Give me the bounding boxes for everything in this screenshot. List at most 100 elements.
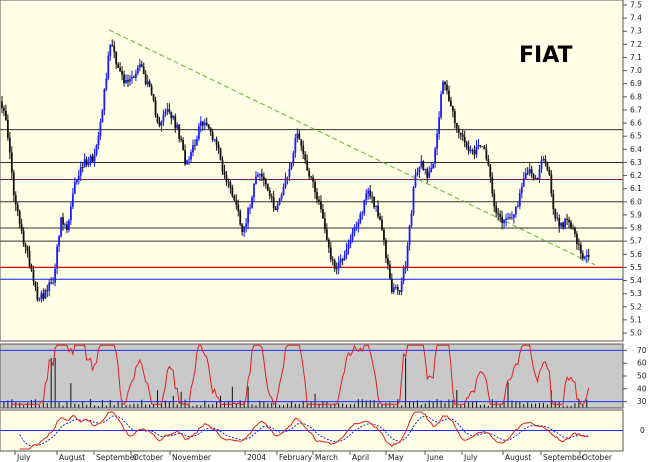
month-label: April bbox=[352, 453, 369, 462]
candle-body bbox=[509, 217, 511, 219]
candle-body bbox=[294, 137, 297, 153]
candle-body bbox=[260, 173, 263, 177]
candle-body bbox=[558, 217, 561, 227]
candle-body bbox=[264, 180, 267, 185]
candle-body bbox=[101, 110, 104, 123]
candle-body bbox=[312, 177, 314, 182]
candle-body bbox=[385, 240, 387, 259]
candle-body bbox=[44, 290, 47, 299]
candle-body bbox=[335, 268, 338, 270]
candle-body bbox=[282, 186, 285, 196]
price-tick-label: 6.9 bbox=[630, 79, 642, 88]
price-tick-label: 6.0 bbox=[630, 197, 642, 206]
momentum-series bbox=[0, 411, 623, 450]
candle-body bbox=[196, 139, 198, 146]
candle-body bbox=[52, 282, 55, 284]
candle-body bbox=[450, 100, 452, 107]
candle-body bbox=[310, 176, 313, 178]
price-panel-frame bbox=[0, 0, 624, 342]
candle-body bbox=[60, 217, 62, 237]
candle-body bbox=[182, 139, 185, 151]
candle-body bbox=[465, 142, 468, 147]
candle-body bbox=[428, 172, 431, 178]
candle-body bbox=[278, 199, 281, 205]
candle-body bbox=[125, 79, 127, 83]
candle-body bbox=[219, 148, 222, 160]
candle-body bbox=[142, 66, 145, 74]
descending-trendline bbox=[108, 29, 596, 266]
candle-body bbox=[235, 200, 238, 205]
candle-body bbox=[320, 201, 322, 210]
candle-body bbox=[505, 218, 507, 220]
candle-body bbox=[414, 174, 417, 188]
candle-body bbox=[176, 124, 179, 129]
candle-body bbox=[156, 115, 159, 123]
candle-body bbox=[87, 162, 90, 165]
candle-body bbox=[436, 133, 439, 149]
month-label: February bbox=[279, 453, 313, 462]
candle-body bbox=[255, 176, 257, 185]
candle-body bbox=[440, 93, 442, 118]
month-label: May bbox=[388, 453, 404, 462]
price-axis: 7.5 7.4 7.3 7.2 7.1 7.0 6.9 6.8 6.7 6.6 6.5 6.4 6.3 6… bbox=[623, 1, 642, 338]
candle-body bbox=[184, 150, 186, 165]
candle-body bbox=[217, 144, 220, 149]
candle-body bbox=[562, 222, 565, 228]
candle-body bbox=[225, 174, 228, 182]
candle-body bbox=[249, 207, 251, 209]
candle-body bbox=[587, 255, 590, 257]
candle-body bbox=[237, 204, 240, 212]
candle-body bbox=[503, 219, 505, 224]
candle-body bbox=[158, 122, 161, 126]
candle-body bbox=[513, 214, 515, 218]
candle-body bbox=[412, 187, 415, 214]
candle-body bbox=[501, 216, 503, 224]
candle-body bbox=[81, 167, 84, 168]
candle-body bbox=[3, 107, 5, 111]
candle-body bbox=[304, 154, 307, 161]
candle-body bbox=[511, 217, 513, 219]
candle-body bbox=[530, 169, 533, 174]
candle-body bbox=[546, 163, 549, 170]
oscillator-tick-label: 30 bbox=[637, 397, 647, 406]
candle-body bbox=[251, 197, 253, 208]
candle-body bbox=[68, 220, 70, 231]
candle-body bbox=[516, 206, 519, 207]
candle-body bbox=[229, 182, 232, 188]
candle-body bbox=[107, 55, 110, 79]
candle-body bbox=[323, 218, 326, 230]
oscillator-series bbox=[0, 344, 623, 408]
candle-body bbox=[365, 193, 368, 201]
candle-body bbox=[528, 169, 531, 174]
candle-body bbox=[481, 146, 484, 148]
price-tick-label: 6.4 bbox=[630, 145, 642, 154]
candle-body bbox=[430, 168, 433, 173]
candle-body bbox=[581, 253, 584, 259]
candle-body bbox=[485, 149, 488, 160]
candle-body bbox=[12, 172, 15, 196]
candle-body bbox=[386, 258, 389, 265]
candle-body bbox=[180, 138, 183, 140]
candle-body bbox=[570, 222, 572, 228]
candle-body bbox=[257, 174, 259, 177]
candle-body bbox=[426, 169, 429, 178]
oscillator-tick-label: 40 bbox=[637, 384, 647, 393]
candle-body bbox=[105, 78, 108, 90]
month-label: June bbox=[426, 453, 444, 462]
candle-body bbox=[453, 111, 456, 124]
price-tick-label: 5.7 bbox=[630, 237, 642, 246]
candle-body bbox=[150, 86, 153, 95]
candle-body bbox=[400, 280, 403, 292]
candle-body bbox=[111, 45, 114, 46]
candle-body bbox=[442, 81, 444, 94]
candle-body bbox=[93, 154, 96, 162]
candle-body bbox=[103, 89, 106, 111]
candle-body bbox=[432, 163, 435, 169]
candle-body bbox=[302, 145, 305, 155]
candle-body bbox=[296, 133, 299, 138]
price-tick-label: 5.4 bbox=[630, 276, 642, 285]
price-tick-label: 6.8 bbox=[630, 92, 642, 101]
candle-body bbox=[221, 159, 224, 172]
candle-body bbox=[343, 255, 346, 261]
candle-body bbox=[292, 152, 295, 163]
